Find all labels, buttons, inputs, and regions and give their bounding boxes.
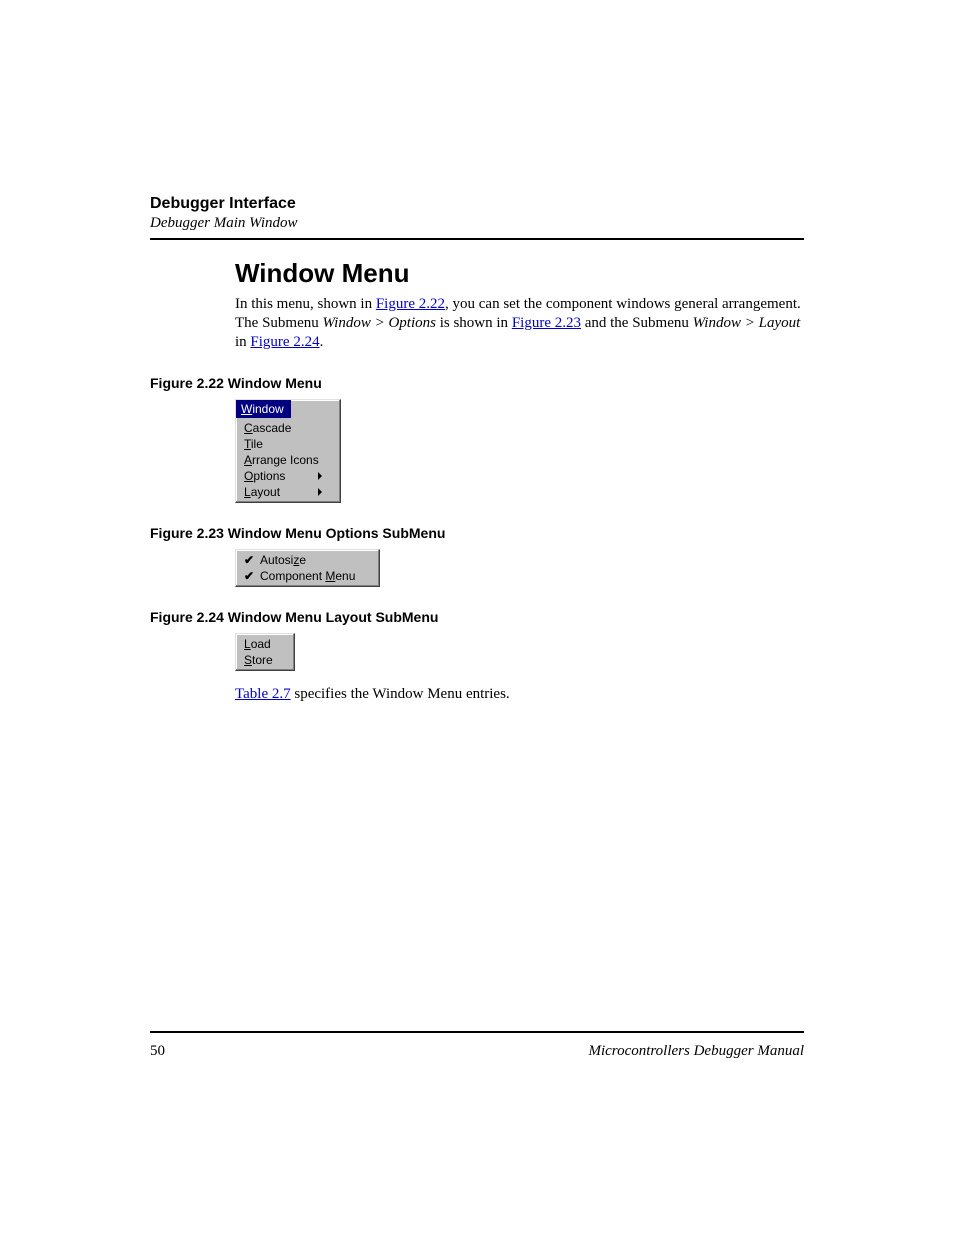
submenu-arrow-icon	[318, 472, 322, 480]
text: rrange Icons	[252, 453, 319, 467]
menu-item-label: Load	[244, 637, 276, 651]
window-menu-list: Cascade Tile Arrange Icons Options Layou…	[236, 418, 340, 502]
hotkey: T	[244, 437, 251, 451]
hotkey: L	[244, 485, 251, 499]
layout-submenu-widget: Load Store	[235, 633, 295, 671]
hotkey: L	[244, 637, 251, 651]
text: ascade	[253, 421, 292, 435]
link-figure-2-22[interactable]: Figure 2.22	[376, 296, 445, 312]
menu-item-component-menu[interactable]: ✔ Component Menu	[236, 568, 379, 584]
closing-paragraph-wrap: Table 2.7 specifies the Window Menu entr…	[235, 685, 804, 704]
text: in	[235, 334, 250, 350]
footer-row: 50 Microcontrollers Debugger Manual	[150, 1043, 804, 1060]
text: ile	[251, 437, 263, 451]
text: Component	[260, 569, 325, 583]
text: and the Submenu	[581, 315, 693, 331]
hotkey: O	[244, 469, 253, 483]
link-figure-2-24[interactable]: Figure 2.24	[250, 334, 319, 350]
menu-item-options[interactable]: Options	[236, 468, 340, 484]
text: ptions	[253, 469, 285, 483]
manual-title: Microcontrollers Debugger Manual	[588, 1043, 804, 1060]
hotkey: C	[244, 421, 253, 435]
spacer	[150, 671, 804, 685]
menu-item-label: Component Menu	[260, 569, 361, 583]
text: tore	[252, 653, 273, 667]
menu-item-label: Autosize	[260, 553, 361, 567]
menu-item-label: Tile	[244, 437, 322, 451]
options-submenu-widget: ✔ Autosize ✔ Component Menu	[235, 549, 380, 587]
figure-2-24: Load Store	[235, 633, 804, 671]
hotkey: W	[241, 402, 252, 416]
figure-2-23: ✔ Autosize ✔ Component Menu	[235, 549, 804, 587]
text: Autosi	[260, 553, 293, 567]
menu-item-label: Cascade	[244, 421, 322, 435]
header-rule	[150, 238, 804, 240]
figure-2-23-caption: Figure 2.23 Window Menu Options SubMenu	[150, 525, 804, 541]
menu-item-label: Store	[244, 653, 276, 667]
italic-window-layout: Window > Layout	[693, 315, 801, 331]
checkmark-icon: ✔	[244, 553, 256, 567]
page-number: 50	[150, 1043, 165, 1060]
intro-paragraph: In this menu, shown in Figure 2.22, you …	[235, 295, 804, 353]
checkmark-icon: ✔	[244, 569, 256, 583]
page-footer: 50 Microcontrollers Debugger Manual	[150, 1031, 804, 1060]
hotkey: A	[244, 453, 252, 467]
hotkey: S	[244, 653, 252, 667]
menu-item-label: Arrange Icons	[244, 453, 322, 467]
menu-item-arrange-icons[interactable]: Arrange Icons	[236, 452, 340, 468]
link-figure-2-23[interactable]: Figure 2.23	[512, 315, 581, 331]
text: ayout	[251, 485, 280, 499]
footer-rule	[150, 1031, 804, 1033]
window-menu-widget: Window Cascade Tile Arrange Icons Option…	[235, 399, 341, 503]
menu-item-cascade[interactable]: Cascade	[236, 420, 340, 436]
chapter-subtitle: Debugger Main Window	[150, 215, 804, 232]
text: .	[320, 334, 324, 350]
page-header: Debugger Interface Debugger Main Window	[150, 195, 804, 240]
section-heading: Window Menu	[235, 258, 804, 289]
layout-submenu-list: Load Store	[236, 634, 294, 670]
text: is shown in	[436, 315, 512, 331]
page: Debugger Interface Debugger Main Window …	[0, 0, 954, 1235]
text: oad	[251, 637, 271, 651]
text: enu	[335, 569, 355, 583]
menu-item-load[interactable]: Load	[236, 636, 294, 652]
chapter-title: Debugger Interface	[150, 195, 804, 213]
menu-item-label: Layout	[244, 485, 306, 499]
content-body: Window Menu In this menu, shown in Figur…	[235, 258, 804, 353]
hotkey: M	[325, 569, 335, 583]
menu-item-autosize[interactable]: ✔ Autosize	[236, 552, 379, 568]
link-table-2-7[interactable]: Table 2.7	[235, 686, 291, 702]
text: e	[299, 553, 306, 567]
italic-window-options: Window > Options	[323, 315, 436, 331]
menu-item-layout[interactable]: Layout	[236, 484, 340, 500]
closing-paragraph: Table 2.7 specifies the Window Menu entr…	[235, 685, 804, 704]
menu-item-tile[interactable]: Tile	[236, 436, 340, 452]
menu-item-store[interactable]: Store	[236, 652, 294, 668]
options-submenu-list: ✔ Autosize ✔ Component Menu	[236, 550, 379, 586]
text: In this menu, shown in	[235, 296, 376, 312]
figure-2-24-caption: Figure 2.24 Window Menu Layout SubMenu	[150, 609, 804, 625]
menubar-window[interactable]: Window	[236, 400, 291, 418]
figure-2-22-caption: Figure 2.22 Window Menu	[150, 375, 804, 391]
figure-2-22: Window Cascade Tile Arrange Icons Option…	[235, 399, 804, 503]
submenu-arrow-icon	[318, 488, 322, 496]
text: specifies the Window Menu entries.	[291, 686, 510, 702]
menu-item-label: Options	[244, 469, 306, 483]
